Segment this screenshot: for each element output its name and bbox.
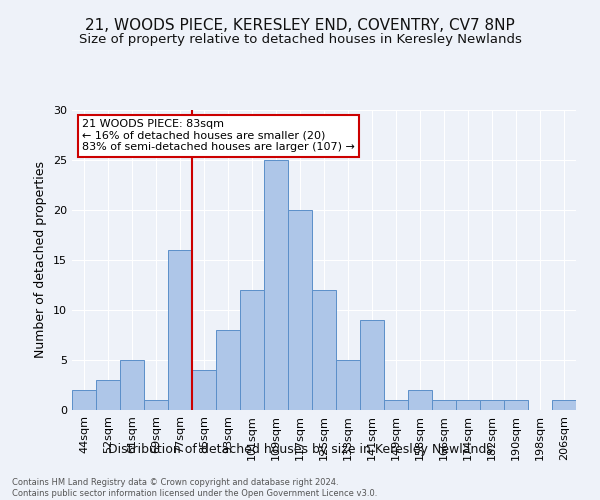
Bar <box>120 360 144 410</box>
Bar <box>144 400 168 410</box>
Bar <box>240 290 264 410</box>
Text: Size of property relative to detached houses in Keresley Newlands: Size of property relative to detached ho… <box>79 32 521 46</box>
Bar <box>504 400 528 410</box>
Bar <box>360 320 384 410</box>
Bar <box>480 400 504 410</box>
Bar <box>312 290 336 410</box>
Bar <box>192 370 216 410</box>
Bar <box>288 210 312 410</box>
Text: Distribution of detached houses by size in Keresley Newlands: Distribution of detached houses by size … <box>107 442 493 456</box>
Bar <box>336 360 360 410</box>
Bar <box>552 400 576 410</box>
Bar <box>408 390 432 410</box>
Text: 21, WOODS PIECE, KERESLEY END, COVENTRY, CV7 8NP: 21, WOODS PIECE, KERESLEY END, COVENTRY,… <box>85 18 515 32</box>
Bar <box>216 330 240 410</box>
Bar <box>384 400 408 410</box>
Bar <box>96 380 120 410</box>
Bar <box>432 400 456 410</box>
Bar <box>168 250 192 410</box>
Text: Contains HM Land Registry data © Crown copyright and database right 2024.
Contai: Contains HM Land Registry data © Crown c… <box>12 478 377 498</box>
Bar <box>72 390 96 410</box>
Text: 21 WOODS PIECE: 83sqm
← 16% of detached houses are smaller (20)
83% of semi-deta: 21 WOODS PIECE: 83sqm ← 16% of detached … <box>82 119 355 152</box>
Y-axis label: Number of detached properties: Number of detached properties <box>34 162 47 358</box>
Bar <box>264 160 288 410</box>
Bar <box>456 400 480 410</box>
